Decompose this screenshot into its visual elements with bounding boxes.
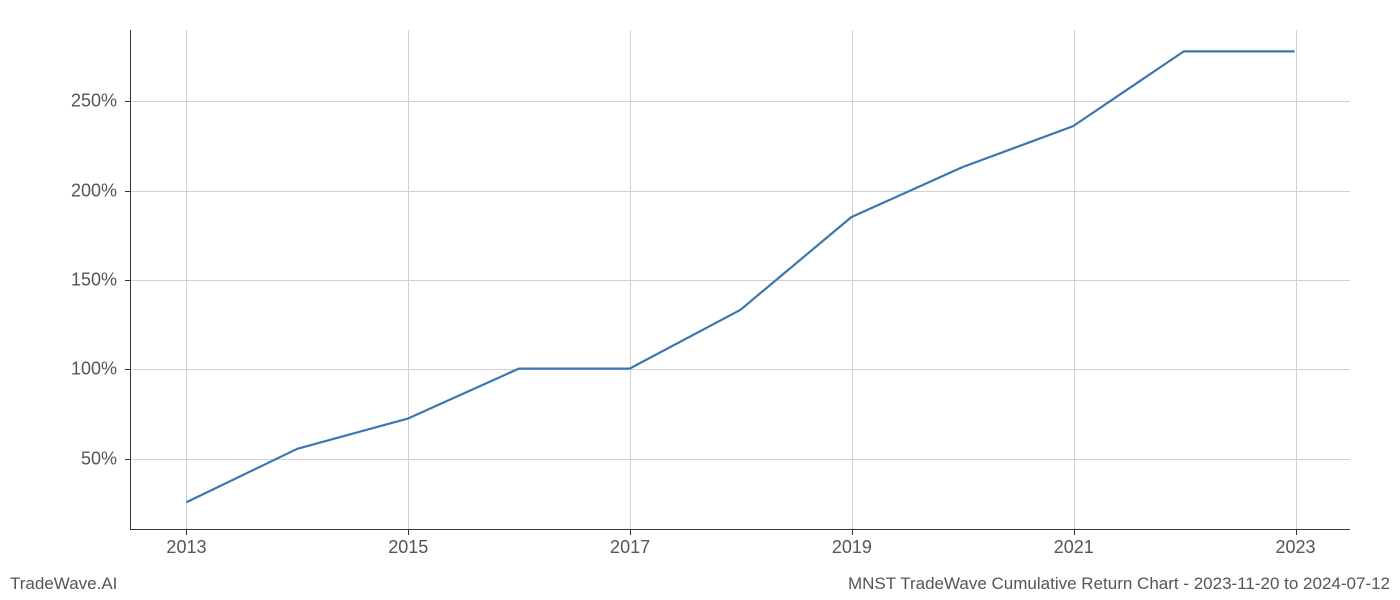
y-axis-label: 50% <box>81 448 117 469</box>
x-axis-label: 2013 <box>166 537 206 558</box>
x-tick <box>186 529 187 535</box>
x-tick <box>852 529 853 535</box>
footer-caption: MNST TradeWave Cumulative Return Chart -… <box>848 574 1390 594</box>
y-axis-label: 200% <box>71 180 117 201</box>
x-axis-label: 2015 <box>388 537 428 558</box>
y-axis-label: 150% <box>71 270 117 291</box>
x-axis-label: 2023 <box>1276 537 1316 558</box>
footer-brand: TradeWave.AI <box>10 574 117 594</box>
y-axis-label: 250% <box>71 91 117 112</box>
x-tick <box>408 529 409 535</box>
x-axis-label: 2019 <box>832 537 872 558</box>
x-axis-label: 2021 <box>1054 537 1094 558</box>
x-tick <box>1074 529 1075 535</box>
line-chart <box>131 30 1350 529</box>
plot-area: 20132015201720192021202350%100%150%200%2… <box>130 30 1350 530</box>
x-tick <box>1296 529 1297 535</box>
data-line <box>186 51 1294 502</box>
x-tick <box>630 529 631 535</box>
y-axis-label: 100% <box>71 359 117 380</box>
x-axis-label: 2017 <box>610 537 650 558</box>
chart-container: 20132015201720192021202350%100%150%200%2… <box>130 30 1350 530</box>
